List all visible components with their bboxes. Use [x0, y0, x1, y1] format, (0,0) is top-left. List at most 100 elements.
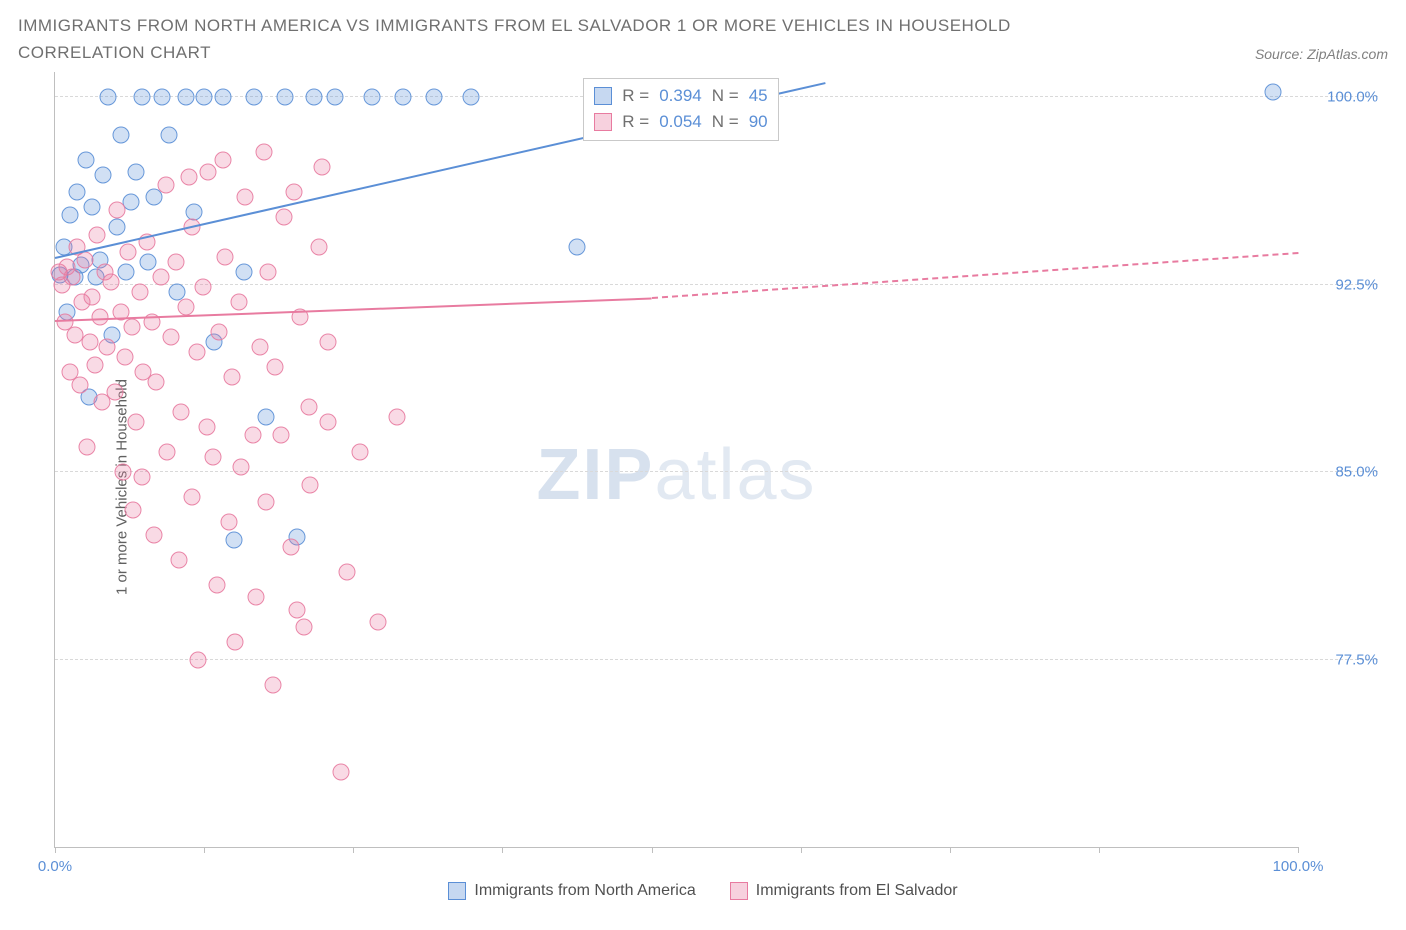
- data-point-es: [388, 409, 405, 426]
- data-point-es: [273, 426, 290, 443]
- data-point-es: [188, 344, 205, 361]
- correlation-row-es: R =0.054 N =90: [594, 109, 767, 135]
- gridline: [55, 471, 1378, 472]
- x-tick: [502, 847, 503, 853]
- data-point-es: [258, 494, 275, 511]
- x-tick: [353, 847, 354, 853]
- data-point-es: [314, 159, 331, 176]
- data-point-es: [217, 249, 234, 266]
- data-point-na: [214, 89, 231, 106]
- x-tick: [652, 847, 653, 853]
- data-point-es: [71, 376, 88, 393]
- data-point-es: [310, 239, 327, 256]
- data-point-es: [99, 339, 116, 356]
- data-point-es: [255, 144, 272, 161]
- data-point-es: [221, 514, 238, 531]
- data-point-na: [276, 89, 293, 106]
- data-point-es: [109, 201, 126, 218]
- data-point-na: [569, 239, 586, 256]
- data-point-es: [214, 151, 231, 168]
- source-label: Source: ZipAtlas.com: [1255, 46, 1388, 66]
- data-point-es: [285, 184, 302, 201]
- data-point-es: [64, 269, 81, 286]
- data-point-es: [301, 476, 318, 493]
- data-point-es: [198, 419, 215, 436]
- data-point-na: [426, 89, 443, 106]
- data-point-es: [172, 404, 189, 421]
- data-point-es: [152, 269, 169, 286]
- data-point-es: [227, 634, 244, 651]
- gridline: [55, 284, 1378, 285]
- data-point-na: [109, 219, 126, 236]
- data-point-es: [157, 176, 174, 193]
- data-point-na: [235, 264, 252, 281]
- x-tick: [55, 847, 56, 853]
- x-tick: [204, 847, 205, 853]
- data-point-es: [248, 589, 265, 606]
- data-point-es: [283, 539, 300, 556]
- data-point-es: [295, 619, 312, 636]
- data-point-es: [237, 189, 254, 206]
- data-point-es: [208, 576, 225, 593]
- data-point-na: [1265, 84, 1282, 101]
- data-point-na: [326, 89, 343, 106]
- data-point-es: [120, 244, 137, 261]
- gridline: [55, 659, 1378, 660]
- data-point-es: [81, 334, 98, 351]
- plot-area: ZIPatlas 77.5%85.0%92.5%100.0%0.0%100.0%…: [54, 72, 1298, 848]
- y-tick-label: 85.0%: [1306, 464, 1378, 481]
- data-point-na: [258, 409, 275, 426]
- data-point-es: [171, 551, 188, 568]
- data-point-es: [116, 349, 133, 366]
- trend-line: [55, 297, 652, 321]
- data-point-es: [223, 369, 240, 386]
- data-point-es: [181, 169, 198, 186]
- data-point-na: [127, 164, 144, 181]
- data-point-es: [211, 324, 228, 341]
- data-point-na: [78, 151, 95, 168]
- chart-container: 1 or more Vehicles in Household ZIPatlas…: [18, 72, 1388, 902]
- chart-title: IMMIGRANTS FROM NORTH AMERICA VS IMMIGRA…: [18, 12, 1138, 66]
- data-point-es: [320, 414, 337, 431]
- data-point-na: [95, 166, 112, 183]
- data-point-es: [320, 334, 337, 351]
- data-point-es: [230, 294, 247, 311]
- legend-label-na: Immigrants from North America: [474, 882, 695, 900]
- data-point-na: [69, 184, 86, 201]
- correlation-row-na: R =0.394 N =45: [594, 83, 767, 109]
- n-value: 90: [749, 109, 768, 135]
- watermark-strong: ZIP: [536, 435, 654, 515]
- data-point-es: [134, 469, 151, 486]
- data-point-na: [112, 126, 129, 143]
- legend-swatch-es: [730, 882, 748, 900]
- data-point-es: [177, 299, 194, 316]
- data-point-es: [264, 676, 281, 693]
- data-point-es: [102, 274, 119, 291]
- data-point-es: [79, 439, 96, 456]
- data-point-na: [395, 89, 412, 106]
- n-value: 45: [749, 83, 768, 109]
- data-point-es: [125, 501, 142, 518]
- r-value: 0.394: [659, 83, 702, 109]
- data-point-es: [244, 426, 261, 443]
- x-tick: [1298, 847, 1299, 853]
- bottom-legend: Immigrants from North America Immigrants…: [18, 882, 1388, 900]
- r-value: 0.054: [659, 109, 702, 135]
- data-point-es: [86, 356, 103, 373]
- data-point-es: [147, 374, 164, 391]
- x-tick-label: 0.0%: [38, 858, 72, 875]
- data-point-na: [61, 206, 78, 223]
- data-point-es: [339, 564, 356, 581]
- y-tick-label: 100.0%: [1306, 89, 1378, 106]
- y-tick-label: 92.5%: [1306, 276, 1378, 293]
- legend-swatch-na: [448, 882, 466, 900]
- data-point-es: [259, 264, 276, 281]
- data-point-na: [153, 89, 170, 106]
- data-point-es: [267, 359, 284, 376]
- data-point-na: [140, 254, 157, 271]
- data-point-na: [117, 264, 134, 281]
- watermark: ZIPatlas: [536, 434, 816, 516]
- data-point-es: [189, 651, 206, 668]
- data-point-na: [196, 89, 213, 106]
- data-point-es: [332, 764, 349, 781]
